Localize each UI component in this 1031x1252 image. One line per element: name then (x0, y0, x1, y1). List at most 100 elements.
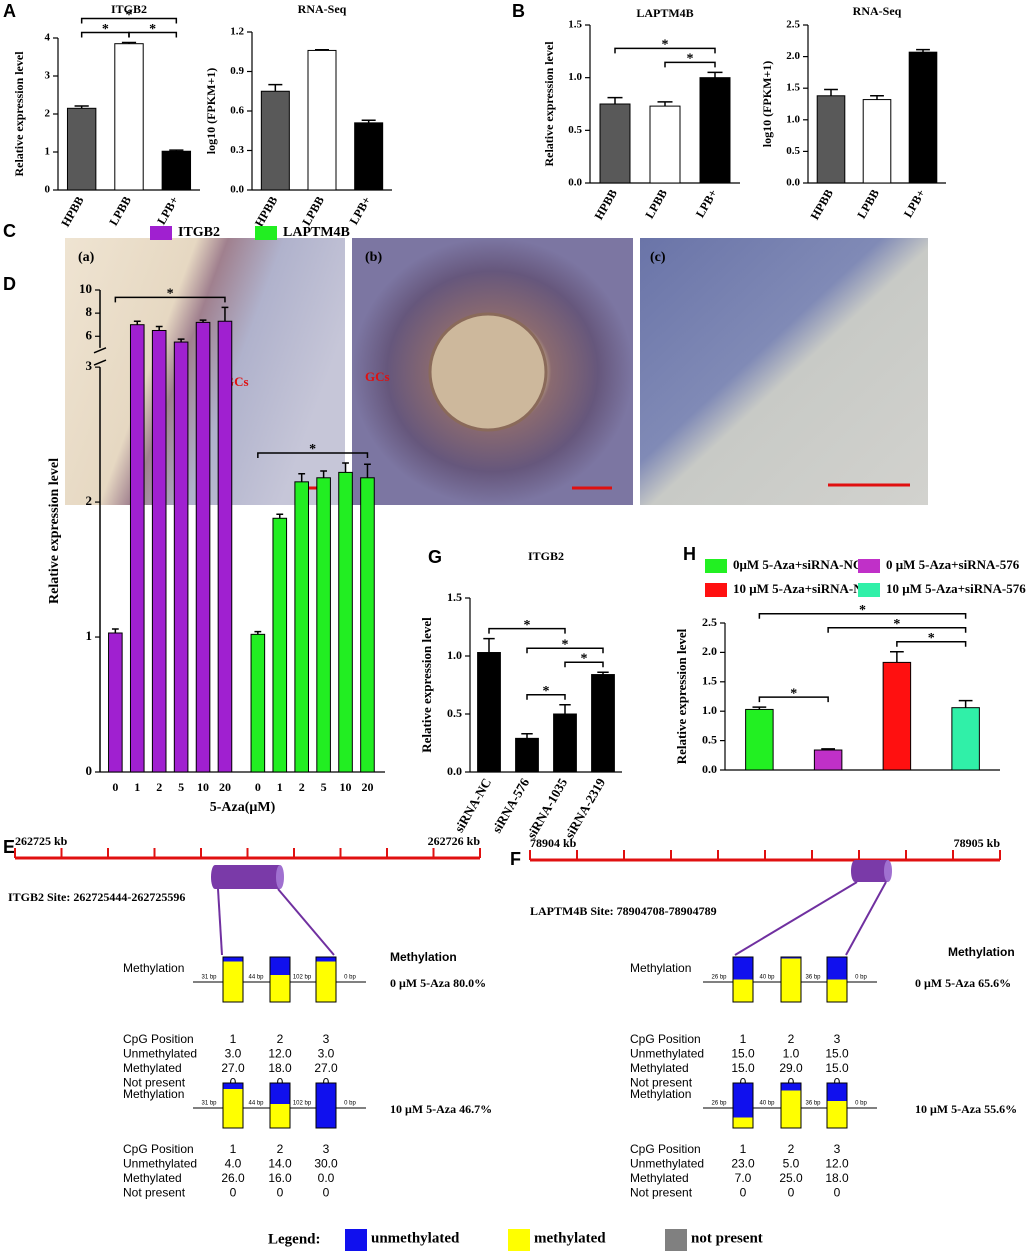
significance-bracket (564, 661, 604, 668)
x-tick-label: LPB+ (693, 187, 720, 220)
error-bar (870, 95, 884, 100)
y-axis-label: Relative expression level (419, 617, 434, 753)
significance-label: * (928, 631, 935, 646)
x-tick-label: 5 (178, 780, 184, 794)
x-tick-label: 10 (340, 780, 352, 794)
scale-label: 78904 kb (530, 836, 577, 850)
error-bar (74, 105, 89, 109)
y-axis-label: log10 (FPKM+1) (760, 61, 774, 147)
table-cell: 26.0 (221, 1171, 245, 1185)
table-cell: 15.0 (731, 1061, 755, 1075)
x-tick-label: 1 (277, 780, 283, 794)
table-cell: 27.0 (314, 1061, 338, 1075)
unmethylated-fraction (781, 957, 801, 959)
y-tick-label: 2.0 (702, 644, 717, 658)
significance-label: * (562, 637, 569, 652)
cpg-outline (222, 1082, 244, 1129)
y-axis-label: Relative expression level (542, 41, 556, 167)
table-cell: 15.0 (825, 1047, 849, 1061)
unmethylated-fraction (733, 1083, 753, 1118)
cpg-region (855, 860, 888, 882)
significance-bracket (758, 696, 829, 703)
y-tick-label: 0.9 (230, 65, 244, 77)
y-tick-label: 1.5 (568, 19, 582, 31)
unmethylated-fraction (316, 957, 336, 962)
table-cell: 18.0 (825, 1171, 849, 1185)
cpg-region (276, 865, 284, 889)
significance-label: * (126, 8, 133, 23)
table-cell: Not present (123, 1076, 186, 1090)
bar (599, 103, 631, 184)
error-bar (752, 706, 767, 710)
y-axis-label: Relative expression level (674, 628, 689, 764)
significance-bracket (614, 47, 716, 54)
spacer-label: 102 bp (293, 975, 312, 981)
significance-bracket (827, 627, 967, 633)
bar (195, 321, 211, 773)
methylated-fraction (827, 979, 847, 1002)
methylated-fraction (781, 958, 801, 1002)
table-cell: CpG Position (630, 1142, 701, 1156)
significance-label: * (662, 38, 669, 53)
significance-label: * (309, 442, 316, 457)
x-tick-label: 5 (321, 780, 327, 794)
table-cell: 3 (834, 1032, 841, 1046)
y-tick-label: 2 (86, 493, 93, 508)
scale-label: 262726 kb (428, 834, 481, 848)
table-cell: 0 (230, 1186, 237, 1200)
panel-label: A (3, 1, 16, 21)
y-tick-label: 0.0 (568, 177, 582, 189)
condition-label: 10 μM 5-Aza 46.7% (390, 1102, 492, 1116)
significance-bracket (896, 641, 967, 647)
panel-label: C (3, 221, 16, 241)
error-bar (298, 472, 306, 482)
significance-label: * (102, 22, 109, 37)
bar (161, 150, 192, 191)
table-cell: 3.0 (225, 1047, 242, 1061)
table-cell: 4.0 (225, 1157, 242, 1171)
legend-title: Legend: (268, 1231, 321, 1247)
chart-title: RNA-Seq (853, 4, 902, 18)
legend-swatch (858, 583, 880, 597)
methylated-fraction (781, 1090, 801, 1128)
spacer-label: 0 bp (344, 975, 356, 981)
error-bar (521, 732, 533, 739)
y-tick-label: 6 (86, 327, 93, 342)
bar (307, 49, 337, 191)
bar (151, 329, 167, 773)
table-cell: 14.0 (268, 1157, 292, 1171)
panel-label: F (510, 849, 521, 869)
table-cell: 29.0 (779, 1061, 803, 1075)
table-cell: Unmethylated (630, 1047, 704, 1061)
x-tick-label: 0 (112, 780, 118, 794)
table-cell: 0 (740, 1186, 747, 1200)
error-bar (597, 671, 609, 675)
cpg-outline (269, 1082, 291, 1129)
unmethylated-fraction (270, 1083, 290, 1104)
table-cell: 0 (323, 1186, 330, 1200)
table-cell: 12.0 (268, 1047, 292, 1061)
bar (649, 105, 681, 184)
bar (745, 708, 774, 771)
y-tick-label: 2.5 (702, 615, 717, 629)
y-tick-label: 1 (45, 146, 51, 158)
y-tick-label: 3 (86, 358, 93, 373)
y-tick-label: 0.0 (786, 177, 800, 189)
image-annotation: GCs (365, 369, 390, 384)
significance-label: * (687, 52, 694, 67)
table-cell: Methylated (630, 1061, 689, 1075)
bar (515, 737, 539, 773)
error-bar (320, 470, 328, 478)
significance-bracket (257, 452, 369, 458)
x-tick-label: 2 (299, 780, 305, 794)
legend-swatch (858, 559, 880, 573)
spacer-label: 31 bp (201, 975, 217, 981)
legend-swatch (508, 1229, 530, 1251)
significance-label: * (167, 287, 174, 302)
y-tick-label: 0.0 (230, 184, 244, 196)
methylated-fraction (733, 979, 753, 1002)
bar (260, 90, 290, 191)
error-bar (121, 41, 137, 44)
table-cell: 1 (740, 1142, 747, 1156)
